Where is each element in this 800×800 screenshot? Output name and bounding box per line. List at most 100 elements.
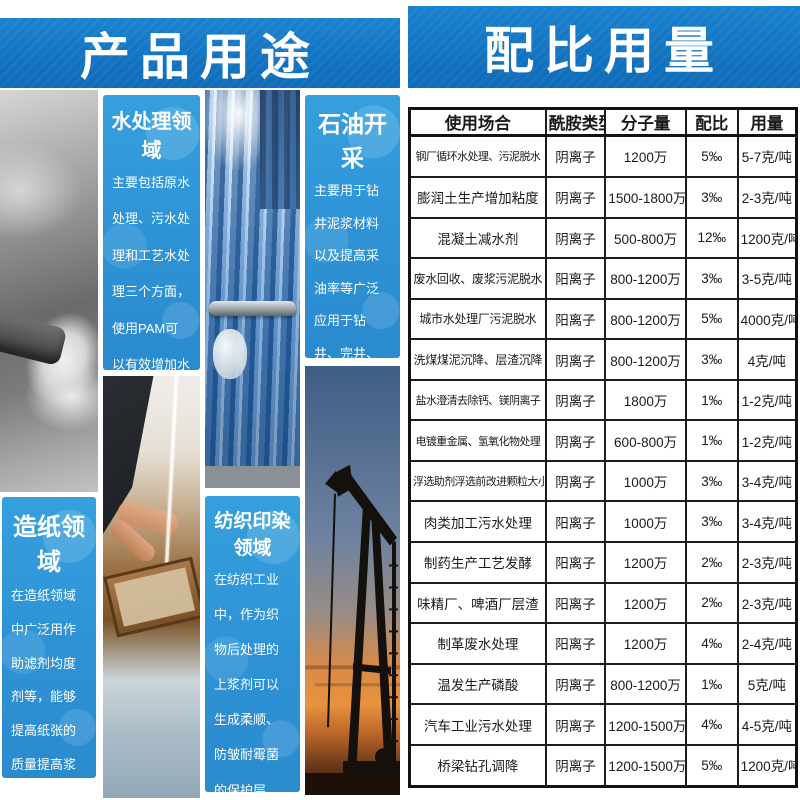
pumpjack-silhouette <box>305 366 400 795</box>
ratio-cell: 1‰ <box>684 378 739 422</box>
amide-type-cell: 阳离子 <box>544 297 607 341</box>
use-case-cell: 肉类加工污水处理 <box>408 500 547 544</box>
molecular-weight-cell: 1200万 <box>604 581 687 625</box>
ratio-cell: 5‰ <box>684 134 739 178</box>
dosage-cell: 2-4克/吨 <box>736 622 798 665</box>
info-box-textile-dyeing: 纺织印染领域 在纺织工业中，作为织物后处理的上浆剂可以生成柔顺、防皱耐霉菌的保护… <box>205 496 300 792</box>
table-row: 城市水处理厂污泥脱水 阳离子 800-1200万 5‰ 4000克/吨 <box>408 297 798 341</box>
molecular-weight-cell: 1200-1500万 <box>604 743 687 788</box>
use-case-cell: 制药生产工艺发酵 <box>408 541 547 584</box>
amide-type-cell: 阴离子 <box>544 175 607 219</box>
table-row: 制革废水处理 阳离子 1200万 4‰ 2-4克/吨 <box>408 622 798 665</box>
ratio-cell: 3‰ <box>684 459 739 503</box>
papermaking-photo <box>103 376 200 798</box>
ratio-cell: 3‰ <box>684 338 739 381</box>
dosage-cell: 5克/吨 <box>736 662 798 706</box>
dosage-cell: 4000克/吨 <box>736 297 798 341</box>
info-box-title: 石油开采 <box>318 111 387 171</box>
amide-type-cell: 阴离子 <box>544 662 607 706</box>
molecular-weight-cell: 800-1200万 <box>604 297 687 341</box>
dosage-cell: 1200克/吨 <box>736 743 798 788</box>
use-case-cell: 洗煤煤泥沉降、层渣沉降 <box>408 338 547 381</box>
molecular-weight-cell: 1800万 <box>604 378 687 422</box>
dosage-table: 使用场合酰胺类型分子量配比用量 钢厂循环水处理、污泥脱水阴离子1200万5‰5-… <box>408 107 798 788</box>
amide-type-cell: 阴离子 <box>544 216 607 260</box>
roller-shape <box>208 300 297 316</box>
use-case-cell: 钢厂循环水处理、污泥脱水 <box>408 134 547 178</box>
info-box-title: 纺织印染领域 <box>214 511 291 559</box>
amide-type-cell: 阳离子 <box>544 541 607 584</box>
info-box-title: 造纸领域 <box>13 514 85 576</box>
use-case-cell: 桥梁钻孔调降 <box>408 743 547 788</box>
info-box-body: 在造纸领域中广泛用作助滤剂均度剂等，能够提高纸张的质量提高浆料脱水性能，减少原料… <box>11 588 77 772</box>
info-box-body: 主要用于钻井泥浆材料以及提高采油率等广泛应用于钻井、完井、固井、压裂、强化采油等… <box>314 183 380 358</box>
table-row: 废水回收、废浆污泥脱水 阳离子 800-1200万 3‰ 3-5克/吨 <box>408 257 798 300</box>
amide-type-cell: 阴离子 <box>544 703 607 746</box>
ratio-cell: 12‰ <box>684 216 739 260</box>
amide-type-cell: 阳离子 <box>544 257 607 300</box>
ratio-cell: 3‰ <box>684 257 739 300</box>
ratio-dosage-banner: 配比用量 <box>408 6 800 88</box>
dosage-cell: 2-3克/吨 <box>736 175 798 219</box>
molecular-weight-cell: 600-800万 <box>604 419 687 462</box>
ratio-cell: 5‰ <box>684 297 739 341</box>
use-case-cell: 汽车工业污水处理 <box>408 703 547 746</box>
molecular-weight-cell: 1500-1800万 <box>604 175 687 219</box>
molecular-weight-cell: 800-1200万 <box>604 662 687 706</box>
product-uses-title: 产品用途 <box>80 29 320 85</box>
use-case-column-header: 使用场合 <box>408 107 547 137</box>
dosage-cell: 1200克/吨 <box>736 216 798 260</box>
molecular-weight-column-header: 分子量 <box>604 107 687 137</box>
molecular-weight-cell: 500-800万 <box>604 216 687 260</box>
amide-type-cell: 阴离子 <box>544 459 607 503</box>
sewage-discharge-photo <box>0 90 98 492</box>
use-case-cell: 电镀重金属、氢氧化物处理 <box>408 419 547 462</box>
dosage-cell: 5-7克/吨 <box>736 134 798 178</box>
table-row: 桥梁钻孔调降 阴离子 1200-1500万 5‰ 1200克/吨 <box>408 743 798 788</box>
dosage-table-container: 使用场合酰胺类型分子量配比用量 钢厂循环水处理、污泥脱水阴离子1200万5‰5-… <box>408 107 798 788</box>
molecular-weight-cell: 1200万 <box>604 622 687 665</box>
ratio-cell: 4‰ <box>684 622 739 665</box>
dosage-cell: 1-2克/吨 <box>736 419 798 462</box>
molecular-weight-cell: 800-1200万 <box>604 338 687 381</box>
product-uses-banner: 产品用途 <box>0 18 400 88</box>
table-row: 味精厂、啤酒厂层渣 阳离子 1200万 2‰ 2-3克/吨 <box>408 581 798 625</box>
dosage-cell: 4-5克/吨 <box>736 703 798 746</box>
table-row: 洗煤煤泥沉降、层渣沉降 阴离子 800-1200万 3‰ 4克/吨 <box>408 338 798 381</box>
paper-mould-shape <box>103 556 200 638</box>
molecular-weight-cell: 1200-1500万 <box>604 703 687 746</box>
amide-type-cell: 阳离子 <box>544 581 607 625</box>
ratio-column-header: 配比 <box>684 107 739 137</box>
table-row: 盐水澄清去除钙、镁阴离子 阴离子 1800万 1‰ 1-2克/吨 <box>408 378 798 422</box>
ratio-cell: 2‰ <box>684 581 739 625</box>
dosage-cell: 2-3克/吨 <box>736 541 798 584</box>
ratio-dosage-title: 配比用量 <box>484 23 724 79</box>
amide-type-cell: 阴离子 <box>544 419 607 462</box>
info-box-oil-extraction: 石油开采 主要用于钻井泥浆材料以及提高采油率等广泛应用于钻井、完井、固井、压裂、… <box>305 95 400 358</box>
machine-base-shape <box>205 466 300 488</box>
use-case-cell: 废水回收、废浆污泥脱水 <box>408 257 547 300</box>
use-case-cell: 膨润土生产增加粘度 <box>408 175 547 219</box>
table-row: 钢厂循环水处理、污泥脱水 阴离子 1200万 5‰ 5-7克/吨 <box>408 134 798 178</box>
dosage-cell: 1-2克/吨 <box>736 378 798 422</box>
dosage-cell: 3-5克/吨 <box>736 257 798 300</box>
dosage-cell: 2-3克/吨 <box>736 581 798 625</box>
info-box-water-treatment: 水处理领域 主要包括原水处理、污水处理和工艺水处理三个方面，使用PAM可以有效增… <box>103 95 200 370</box>
info-box-papermaking: 造纸领域 在造纸领域中广泛用作助滤剂均度剂等，能够提高纸张的质量提高浆料脱水性能… <box>2 497 96 778</box>
dosage-cell: 3-4克/吨 <box>736 459 798 503</box>
ratio-cell: 1‰ <box>684 419 739 462</box>
amide-type-cell: 阳离子 <box>544 622 607 665</box>
amide-type-cell: 阴离子 <box>544 338 607 381</box>
ratio-cell: 4‰ <box>684 703 739 746</box>
molecular-weight-cell: 800-1200万 <box>604 257 687 300</box>
use-case-cell: 温发生产磷酸 <box>408 662 547 706</box>
table-row: 肉类加工污水处理 阳离子 1000万 3‰ 3-4克/吨 <box>408 500 798 544</box>
use-case-cell: 混凝土减水剂 <box>408 216 547 260</box>
molecular-weight-cell: 1000万 <box>604 459 687 503</box>
ratio-cell: 5‰ <box>684 743 739 788</box>
table-row: 混凝土减水剂 阴离子 500-800万 12‰ 1200克/吨 <box>408 216 798 260</box>
use-case-cell: 城市水处理厂污泥脱水 <box>408 297 547 341</box>
use-case-cell: 味精厂、啤酒厂层渣 <box>408 581 547 625</box>
amide-type-column-header: 酰胺类型 <box>544 107 607 137</box>
